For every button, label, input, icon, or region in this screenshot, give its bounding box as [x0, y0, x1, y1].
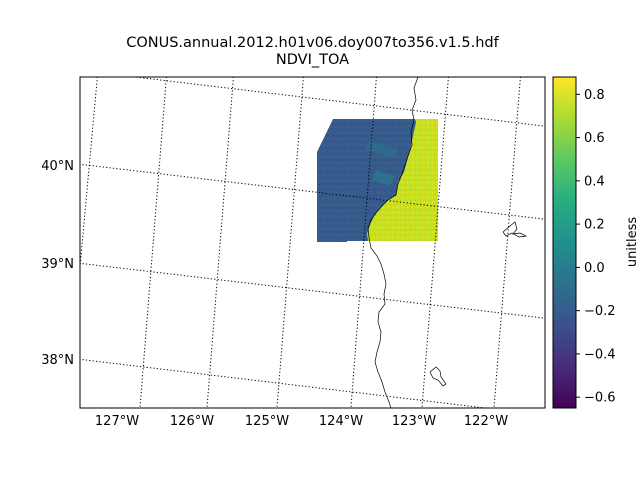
graticule-lon-122	[421, 77, 449, 408]
lon-tick-label: 124°W	[319, 414, 363, 429]
colorbar-gradient	[552, 76, 577, 409]
lon-tick-label: 125°W	[245, 414, 289, 429]
colorbar-label: unitless	[625, 217, 640, 268]
graticule-lat-38	[80, 358, 490, 408]
graticule-lat-39	[80, 262, 545, 319]
chart-title: CONUS.annual.2012.h01v06.doy007to356.v1.…	[126, 35, 499, 51]
pacific-coastline	[367, 77, 419, 408]
colorbar-tick-label: 0.4	[584, 174, 605, 189]
lat-tick-labels: 40°N 39°N 38°N	[41, 159, 74, 368]
bay-coastline-south	[429, 366, 447, 387]
lon-tick-label: 126°W	[170, 414, 214, 429]
bay-coastline	[502, 221, 528, 238]
coastline	[367, 77, 528, 408]
graticule	[80, 77, 545, 408]
lon-tick-label: 123°W	[392, 414, 436, 429]
graticule-lon-127	[80, 77, 98, 273]
map-frame	[79, 76, 546, 409]
graticule-lat-40	[80, 163, 545, 220]
near-shore-band	[372, 170, 395, 186]
map-area	[80, 77, 545, 408]
colorbar: 0.8 0.6 0.4 0.2 0.0 −0.2 −0.4 −0.6 unitless	[552, 76, 640, 409]
land-ndvi-region	[367, 119, 438, 242]
lat-tick-label: 40°N	[41, 159, 74, 174]
graticule-lon-125	[206, 77, 234, 408]
colorbar-tick-label: 0.0	[584, 261, 605, 276]
graticule-lat-41	[131, 77, 545, 127]
lat-tick-label: 39°N	[41, 257, 74, 272]
colorbar-tick-label: 0.2	[584, 218, 605, 233]
lon-tick-labels: 127°W 126°W 125°W 124°W 123°W 122°W	[95, 414, 508, 429]
chart-subtitle: NDVI_TOA	[275, 52, 350, 68]
colorbar-tick-label: 0.8	[584, 88, 605, 103]
colorbar-tick-label: −0.6	[584, 391, 616, 406]
lon-tick-label: 122°W	[464, 414, 508, 429]
colorbar-tick-label: −0.2	[584, 304, 616, 319]
colorbar-ticks: 0.8 0.6 0.4 0.2 0.0 −0.2 −0.4 −0.6	[576, 88, 616, 406]
graticule-lon-126	[139, 77, 167, 408]
lon-tick-label: 127°W	[95, 414, 139, 429]
graticule-lon-124	[276, 77, 304, 408]
near-shore-band	[364, 140, 398, 158]
chart-title-block: CONUS.annual.2012.h01v06.doy007to356.v1.…	[80, 35, 545, 69]
graticule-lon-123	[350, 77, 377, 408]
colorbar-tick-label: −0.4	[584, 347, 616, 362]
colorbar-tick-label: 0.6	[584, 131, 605, 146]
ndvi-raster	[317, 119, 438, 242]
lat-tick-label: 38°N	[41, 353, 74, 368]
graticule-lon-121	[493, 77, 521, 408]
